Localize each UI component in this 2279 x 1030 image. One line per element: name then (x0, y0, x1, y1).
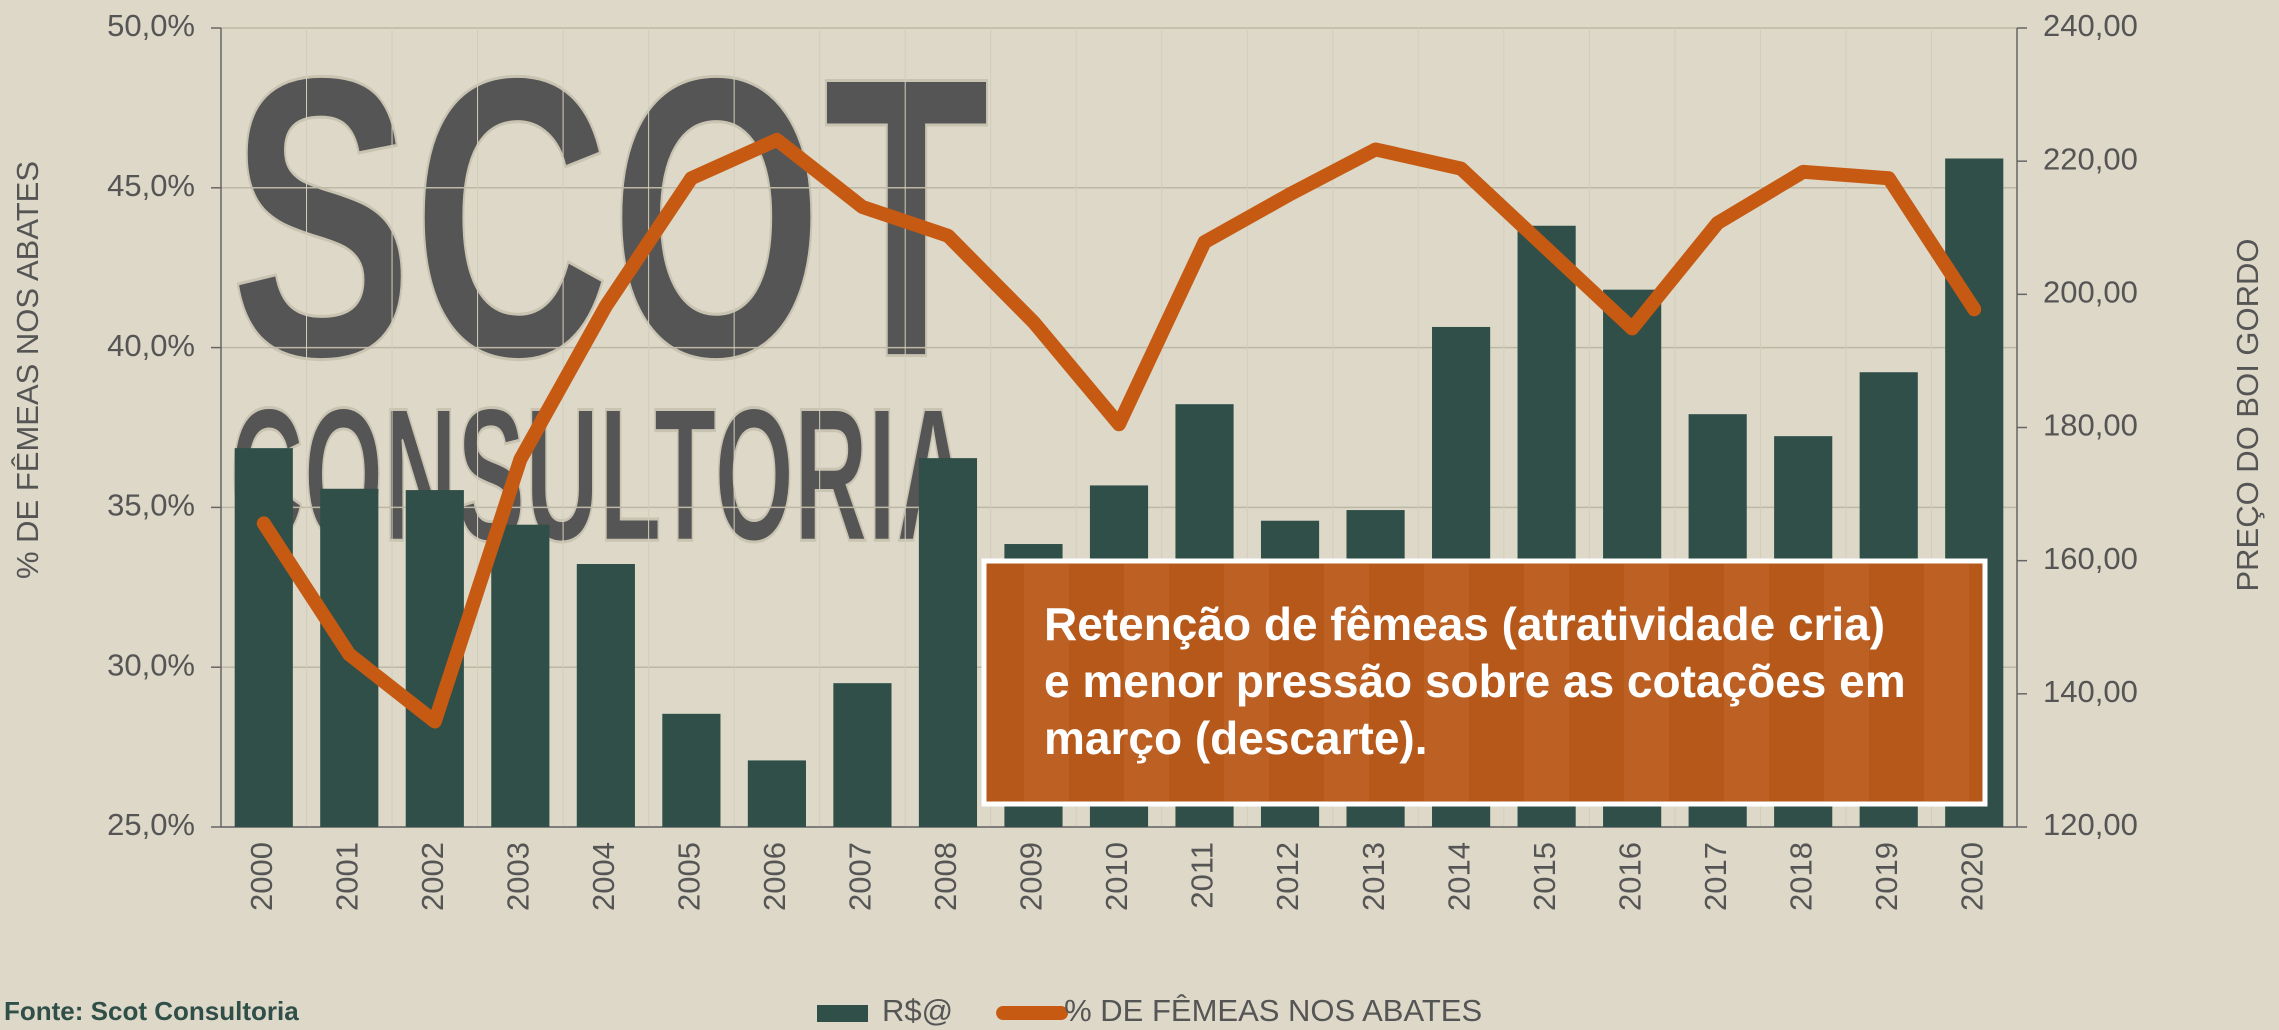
line (256, 132, 1982, 729)
x-tick-label: 2012 (1270, 842, 1305, 911)
x-tick-label: 2004 (586, 842, 621, 911)
bar (662, 713, 721, 827)
x-tick-label: 2007 (843, 842, 878, 911)
y-tick-label: 45,0% (107, 168, 195, 203)
annotation-stripe (1024, 564, 1069, 801)
x-tick-label: 2016 (1612, 842, 1647, 911)
y2-tick-label: 140,00 (2043, 674, 2138, 709)
y-tick-label: 30,0% (107, 647, 195, 682)
annotation-stripe (1724, 564, 1769, 801)
annotation-stripe (1924, 564, 1969, 801)
x-tick-label: 2000 (244, 842, 279, 911)
source: Fonte: Scot Consultoria (4, 996, 299, 1026)
x-tick-label: 2009 (1014, 842, 1049, 911)
y2-tick-label: 160,00 (2043, 541, 2138, 576)
y2-tick-label: 220,00 (2043, 141, 2138, 176)
x-tick-label: 2015 (1527, 842, 1562, 911)
y-tick-label: 50,0% (107, 8, 195, 43)
x-tick-label: 2006 (757, 842, 792, 911)
bar (491, 524, 550, 827)
watermark: SCOT (230, 0, 990, 441)
x-tick-label: 2011 (1185, 842, 1220, 909)
x-tick-label: 2014 (1441, 842, 1476, 911)
bar (747, 760, 806, 827)
bar (833, 683, 892, 827)
y2-tick-label: 120,00 (2043, 807, 2138, 842)
x-tick-label: 2010 (1099, 842, 1134, 911)
bar (576, 563, 635, 827)
y2-axis-title: PREÇO DO BOI GORDO (2230, 238, 2265, 591)
x-tick-label: 2008 (928, 842, 963, 911)
x-tick-label: 2018 (1783, 842, 1818, 911)
y2-tick-label: 180,00 (2043, 408, 2138, 443)
annotation-stripe (1424, 564, 1469, 801)
x-tick-label: 2003 (501, 842, 536, 911)
x-tick-label: 2019 (1869, 842, 1904, 911)
x-tick-label: 2002 (415, 842, 450, 911)
y2-tick-label: 240,00 (2043, 8, 2138, 43)
legend-label: R$@ (882, 993, 953, 1028)
x-tick-label: 2001 (329, 842, 364, 911)
y-axis-title: % DE FÊMEAS NOS ABATES (10, 161, 45, 579)
annotation-text: Retenção de fêmeas (atratividade cria) (1044, 598, 1885, 650)
y-tick-label: 25,0% (107, 807, 195, 842)
y-tick-label: 40,0% (107, 328, 195, 363)
annotation-stripe (1824, 564, 1869, 801)
annotation-stripe (1524, 564, 1569, 801)
y2-tick-label: 200,00 (2043, 275, 2138, 310)
y-tick-label: 35,0% (107, 488, 195, 523)
annotation-stripe (1224, 564, 1269, 801)
annotation-stripe (1324, 564, 1369, 801)
x-tick-label: 2005 (672, 842, 707, 911)
annotation-stripe (1124, 564, 1169, 801)
bar (234, 448, 293, 827)
legend-swatch (817, 1005, 868, 1022)
annotation-text: março (descarte). (1044, 712, 1428, 764)
bar (918, 458, 978, 827)
x-tick-label: 2020 (1954, 842, 1989, 911)
legend-label: % DE FÊMEAS NOS ABATES (1064, 993, 1482, 1028)
x-tick-label: 2013 (1356, 842, 1391, 911)
annotation-stripe (1624, 564, 1669, 801)
annotation-text: e menor pressão sobre as cotações em (1044, 655, 1906, 707)
x-tick-label: 2017 (1698, 842, 1733, 911)
